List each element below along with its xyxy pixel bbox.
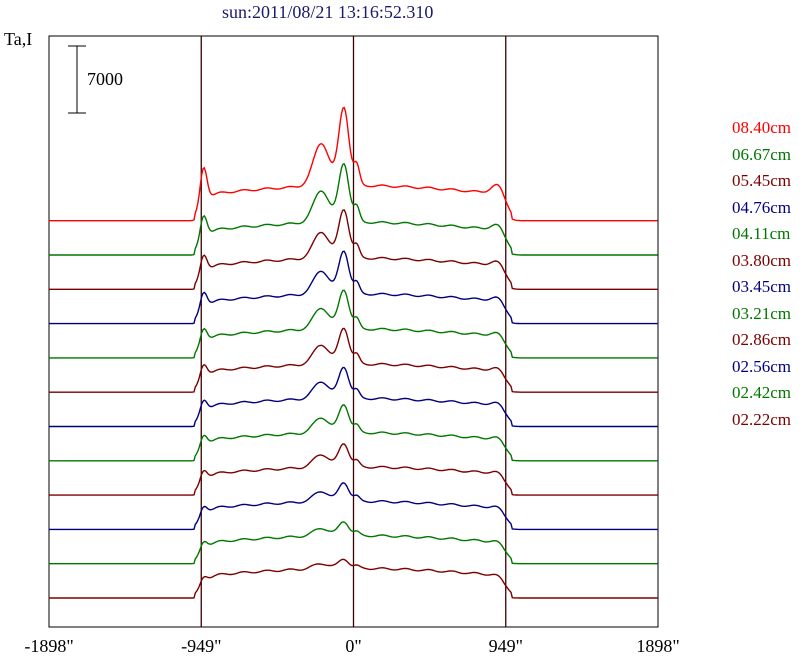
x-tick-label: 1898"	[636, 636, 680, 656]
x-tick-label: -949"	[181, 636, 222, 656]
scale-bar: 7000	[68, 45, 123, 114]
y-axis-label: Ta,I	[4, 29, 33, 49]
legend-entry: 04.11cm	[732, 224, 791, 243]
series-line-04.11cm	[49, 289, 658, 359]
legend-entry: 03.45cm	[732, 277, 792, 296]
x-tick-label: -1898"	[24, 636, 74, 656]
series-line-02.42cm	[49, 521, 658, 565]
legend-entry: 04.76cm	[732, 197, 792, 217]
series-line-08.40cm	[49, 106, 658, 222]
chart-title: sun:2011/08/21 13:16:52.310	[222, 2, 434, 22]
legend-entry: 02.56cm	[732, 356, 792, 376]
legend-entry: 08.40cm	[732, 118, 792, 137]
series-line-06.67cm	[49, 163, 658, 256]
series-line-03.45cm	[49, 366, 658, 428]
x-tick-label: 0"	[345, 636, 362, 656]
series-line-02.86cm	[49, 443, 658, 496]
series-line-03.21cm	[49, 404, 658, 462]
legend-entry: 06.67cm	[732, 144, 792, 164]
series-line-05.45cm	[49, 209, 658, 290]
x-tick-label: 949"	[488, 636, 523, 656]
series-line-02.22cm	[49, 558, 658, 599]
series-line-03.80cm	[49, 327, 658, 393]
reference-lines	[200, 36, 507, 627]
legend-entry: 02.42cm	[732, 383, 792, 402]
legend-entry: 02.86cm	[732, 330, 792, 349]
series-line-04.76cm	[49, 250, 658, 325]
traces	[49, 106, 658, 599]
series-line-02.56cm	[49, 482, 658, 531]
scale-bar-label: 7000	[87, 69, 123, 89]
legend-entry: 03.80cm	[732, 250, 792, 270]
legend-entry: 02.22cm	[732, 409, 792, 429]
legend-entry: 03.21cm	[732, 303, 792, 323]
legend-entry: 05.45cm	[732, 171, 792, 190]
